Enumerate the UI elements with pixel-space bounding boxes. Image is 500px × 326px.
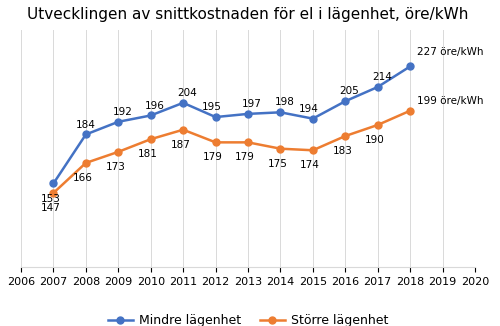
Mindre lägenhet [83, 132, 89, 136]
Text: 174: 174 [300, 160, 320, 170]
Legend: Mindre lägenhet, Större lägenhet: Mindre lägenhet, Större lägenhet [102, 309, 394, 326]
Mindre lägenhet [50, 182, 56, 185]
Text: 194: 194 [298, 104, 318, 114]
Större lägenhet [180, 128, 186, 132]
Större lägenhet [310, 148, 316, 152]
Mindre lägenhet [342, 99, 348, 103]
Större lägenhet [83, 161, 89, 165]
Mindre lägenhet [374, 85, 380, 89]
Större lägenhet [374, 123, 380, 127]
Större lägenhet [212, 141, 218, 144]
Text: 187: 187 [170, 140, 190, 150]
Text: 192: 192 [112, 107, 132, 117]
Mindre lägenhet [212, 115, 218, 119]
Större lägenhet [148, 137, 154, 141]
Text: 214: 214 [372, 72, 392, 82]
Text: 179: 179 [203, 153, 222, 162]
Större lägenhet [342, 134, 348, 138]
Större lägenhet [407, 109, 413, 113]
Text: 227 öre/kWh: 227 öre/kWh [417, 47, 484, 57]
Text: 175: 175 [268, 159, 287, 169]
Text: 190: 190 [365, 135, 385, 145]
Större lägenhet [245, 141, 251, 144]
Text: 199 öre/kWh: 199 öre/kWh [417, 96, 484, 106]
Större lägenhet [278, 147, 283, 151]
Text: 166: 166 [73, 173, 93, 183]
Större lägenhet [50, 191, 56, 195]
Text: 183: 183 [332, 146, 352, 156]
Text: 198: 198 [274, 97, 294, 107]
Text: 204: 204 [178, 88, 197, 98]
Line: Mindre lägenhet: Mindre lägenhet [50, 63, 414, 187]
Text: 181: 181 [138, 149, 158, 159]
Text: 205: 205 [340, 86, 359, 96]
Text: 197: 197 [242, 99, 262, 109]
Title: Utvecklingen av snittkostnaden för el i lägenhet, öre/kWh: Utvecklingen av snittkostnaden för el i … [28, 7, 468, 22]
Text: 179: 179 [236, 153, 255, 162]
Mindre lägenhet [310, 117, 316, 121]
Mindre lägenhet [278, 111, 283, 114]
Text: 147: 147 [40, 203, 60, 213]
Mindre lägenhet [245, 112, 251, 116]
Line: Större lägenhet: Större lägenhet [50, 107, 414, 197]
Mindre lägenhet [148, 113, 154, 117]
Text: 153: 153 [40, 194, 60, 203]
Text: 195: 195 [202, 102, 222, 112]
Text: 184: 184 [76, 120, 96, 129]
Mindre lägenhet [407, 65, 413, 68]
Större lägenhet [116, 150, 121, 154]
Text: 173: 173 [106, 162, 126, 172]
Mindre lägenhet [180, 101, 186, 105]
Text: 196: 196 [145, 100, 165, 111]
Mindre lägenhet [116, 120, 121, 124]
